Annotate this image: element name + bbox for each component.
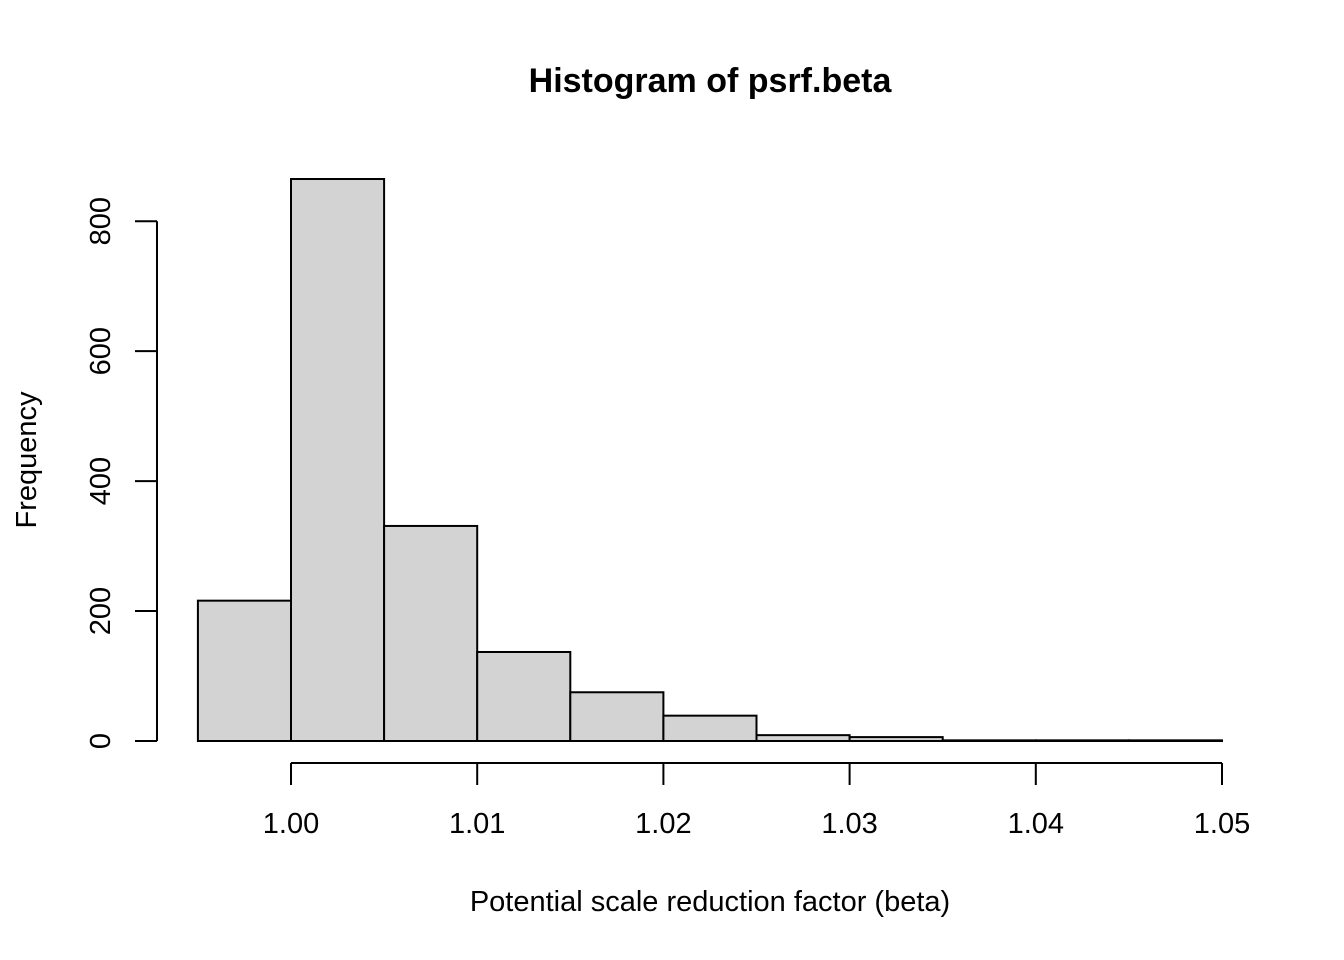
histogram-bar [1034, 739, 1130, 742]
histogram-bar [290, 178, 386, 742]
x-axis: 1.00 1.01 1.02 1.03 1.04 1.05 [263, 762, 1250, 840]
histogram-bar [476, 650, 572, 742]
histogram-bar [196, 599, 292, 742]
x-tick-label: 1.02 [635, 808, 691, 840]
histogram-bar [383, 524, 479, 742]
bars-group [196, 178, 1224, 743]
histogram-bar [941, 739, 1037, 742]
y-axis-label: Frequency [11, 391, 43, 529]
y-tick-label: 200 [85, 587, 117, 635]
histogram-bar [569, 691, 665, 743]
chart-title: Histogram of psrf.beta [529, 62, 893, 100]
y-tick-label: 600 [85, 327, 117, 375]
x-tick-label: 1.05 [1194, 808, 1250, 840]
y-tick-label: 400 [85, 457, 117, 505]
x-tick-label: 1.01 [449, 808, 505, 840]
x-axis-label: Potential scale reduction factor (beta) [470, 886, 950, 918]
x-tick-label: 1.03 [821, 808, 877, 840]
histogram-bar [755, 734, 851, 743]
y-tick-label: 0 [85, 733, 117, 749]
histogram-bar [662, 714, 758, 742]
histogram-bar [1127, 739, 1224, 742]
y-tick-label: 800 [85, 197, 117, 245]
x-tick-label: 1.00 [263, 808, 319, 840]
histogram-bar [848, 736, 944, 743]
y-axis: 0 200 400 600 800 [85, 197, 158, 749]
x-tick-label: 1.04 [1008, 808, 1064, 840]
